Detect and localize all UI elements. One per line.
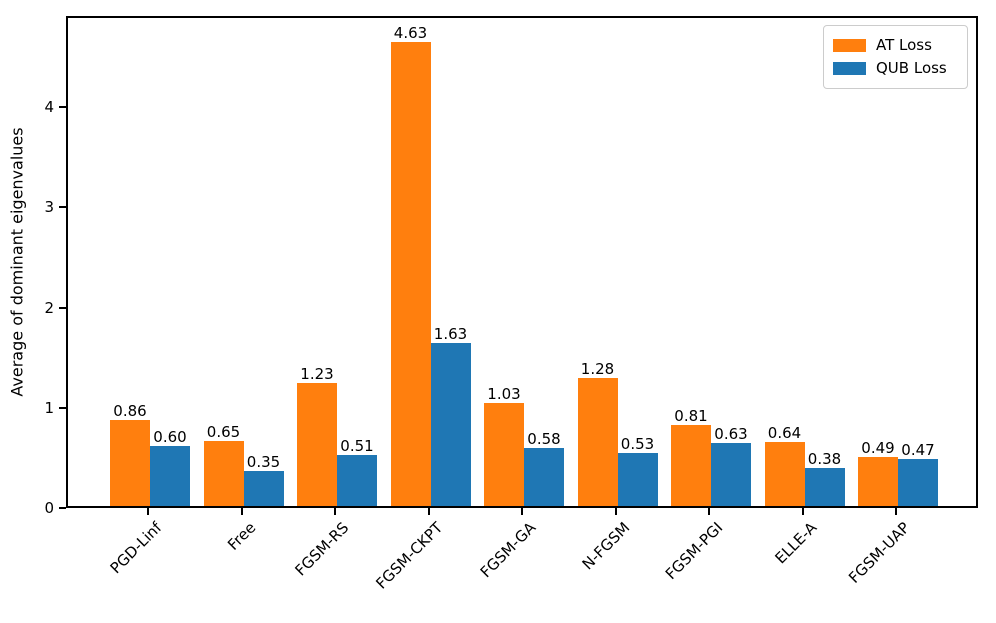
- bar-qub-loss: [898, 458, 938, 506]
- x-tick-label-fgsm-uap: FGSM-UAP: [845, 518, 914, 587]
- bar-at-loss: [297, 382, 337, 506]
- y-tick-mark: [59, 406, 66, 409]
- x-tick-mark: [708, 508, 710, 515]
- x-tick-label-elle-a: ELLE-A: [771, 518, 820, 568]
- bar-value-label: 0.47: [901, 440, 935, 459]
- bar-value-label: 0.38: [807, 449, 842, 468]
- bar-at-loss: [390, 42, 431, 506]
- bar-value-label: 0.51: [340, 436, 374, 455]
- x-tick-mark: [614, 508, 617, 515]
- bar-at-loss: [764, 441, 805, 506]
- y-tick-label: 0: [44, 499, 54, 517]
- x-tick-label-fgsm-pgi: FGSM-PGI: [661, 518, 727, 584]
- bar-qub-loss: [243, 470, 284, 506]
- bar-value-label: 1.23: [300, 364, 334, 383]
- bar-qub-loss: [337, 454, 377, 506]
- x-tick-label-pgd-linf: PGD-Linf: [106, 518, 166, 578]
- bar-qub-loss: [150, 445, 190, 506]
- y-tick-mark: [59, 106, 66, 109]
- bar-value-label: 0.35: [246, 452, 281, 471]
- y-tick-mark: [59, 507, 66, 509]
- bar-value-label: 0.86: [113, 401, 147, 420]
- bar-value-label: 0.81: [674, 406, 708, 425]
- bar-qub-loss: [524, 447, 564, 506]
- bar-value-label: 0.60: [153, 427, 187, 446]
- bar-qub-loss: [617, 452, 658, 506]
- bar-value-label: 0.65: [206, 422, 241, 441]
- bar-at-loss: [577, 377, 618, 506]
- y-tick-label: 4: [44, 98, 54, 117]
- x-tick-mark: [895, 508, 897, 515]
- bar-at-loss: [203, 440, 244, 506]
- bar-value-label: 4.63: [393, 24, 428, 43]
- bar-value-label: 0.58: [527, 429, 561, 448]
- x-tick-mark: [521, 508, 523, 515]
- x-tick-label-free: Free: [223, 518, 259, 554]
- bar-value-label: 0.53: [620, 434, 655, 453]
- x-tick-label-n-fgsm: N-FGSM: [578, 518, 633, 574]
- bar-value-label: 1.03: [487, 384, 521, 403]
- legend: AT Loss QUB Loss: [823, 25, 968, 89]
- bar-value-label: 1.28: [580, 359, 615, 378]
- bar-at-loss: [671, 424, 711, 506]
- plot-area: 0.86 0.60 0.65 0.35 1.23 0.51 4.63 1.63 1.03 0.58…: [66, 16, 978, 508]
- x-tick-label-fgsm-rs: FGSM-RS: [291, 518, 353, 580]
- x-tick-label-fgsm-ga: FGSM-GA: [476, 518, 540, 582]
- legend-swatch-qub-loss: [833, 62, 866, 75]
- bar-at-loss: [858, 456, 898, 506]
- y-tick-label: 1: [44, 398, 54, 417]
- bar-qub-loss: [711, 442, 751, 506]
- y-tick-mark: [59, 306, 66, 309]
- x-tick-label-fgsm-ckpt: FGSM-CKPT: [371, 518, 446, 593]
- x-tick-mark: [334, 508, 336, 515]
- legend-label: AT Loss: [876, 36, 932, 54]
- legend-entry-at-loss: AT Loss: [833, 35, 957, 56]
- bar-value-label: 0.63: [714, 424, 748, 443]
- y-tick-label: 3: [44, 198, 54, 217]
- x-tick-mark: [801, 508, 804, 515]
- bar-at-loss: [484, 402, 524, 506]
- bar-value-label: 1.63: [433, 324, 468, 343]
- y-tick-label: 2: [44, 298, 54, 317]
- bar-qub-loss: [804, 467, 845, 506]
- legend-entry-qub-loss: QUB Loss: [833, 58, 957, 79]
- legend-swatch-at-loss: [833, 39, 866, 52]
- x-tick-mark: [427, 508, 430, 515]
- legend-label: QUB Loss: [876, 59, 947, 77]
- bar-at-loss: [110, 419, 150, 506]
- y-tick-mark: [59, 206, 66, 209]
- bar-value-label: 0.64: [767, 423, 802, 442]
- x-tick-mark: [147, 508, 149, 515]
- x-tick-mark: [240, 508, 243, 515]
- bar-value-label: 0.49: [861, 438, 895, 457]
- y-axis-title: Average of dominant eigenvalues: [7, 127, 27, 397]
- bar-qub-loss: [430, 342, 471, 506]
